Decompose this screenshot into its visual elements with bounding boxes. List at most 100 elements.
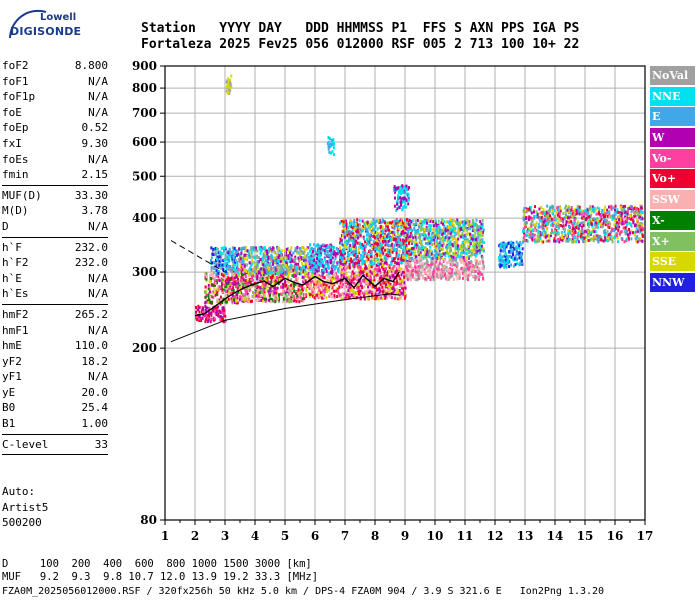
scatter-point [233, 280, 236, 284]
scatter-point [260, 260, 263, 264]
scatter-point [305, 274, 308, 278]
scatter-point [226, 258, 229, 261]
scatter-point [372, 239, 375, 243]
scatter-point [432, 231, 435, 235]
scatter-point [268, 262, 271, 265]
scatter-point [343, 296, 346, 300]
scatter-point [270, 270, 273, 274]
scatter-point [470, 234, 473, 238]
scatter-point [428, 236, 431, 240]
scatter-point [322, 286, 325, 290]
scatter-point [216, 279, 218, 282]
scatter-point [560, 231, 563, 234]
scatter-point [266, 279, 269, 283]
scatter-point [265, 268, 268, 272]
scatter-point [238, 269, 241, 273]
scatter-point [384, 296, 387, 300]
scatter-point [217, 251, 220, 255]
scatter-point [289, 292, 292, 296]
scatter-point [386, 277, 389, 281]
scatter-point [436, 274, 438, 278]
scatter-point [348, 275, 350, 279]
scatter-point [470, 267, 473, 271]
scatter-point [374, 289, 377, 293]
scatter-point [384, 229, 387, 233]
scatter-point [339, 270, 341, 273]
scatter-point [205, 314, 208, 317]
scatter-point [239, 291, 241, 295]
param-value: N/A [88, 105, 108, 119]
scatter-point [387, 284, 390, 288]
scatter-point [509, 251, 512, 255]
scatter-point [247, 271, 250, 275]
scatter-point [231, 257, 234, 261]
scatter-point [449, 262, 452, 266]
scatter-point [375, 274, 377, 278]
scatter-point [386, 296, 389, 300]
scatter-point [302, 280, 305, 284]
scatter-point [281, 266, 284, 270]
param-row-md: M(D) 3.78 [2, 203, 108, 219]
scatter-point [506, 243, 509, 247]
scatter-point [365, 279, 368, 283]
scatter-point [385, 274, 388, 278]
scatter-point [315, 293, 318, 297]
param-value: N/A [88, 370, 108, 384]
scatter-point [261, 268, 264, 272]
scatter-point [381, 226, 384, 230]
scatter-point [243, 264, 246, 268]
scatter-point [213, 271, 216, 275]
scatter-point [382, 267, 385, 271]
scatter-point [277, 256, 280, 259]
scatter-point [324, 260, 327, 264]
scatter-point [232, 282, 235, 286]
scatter-point [385, 253, 388, 257]
scatter-point [342, 247, 345, 251]
scatter-point [397, 240, 400, 244]
scatter-point [384, 248, 387, 252]
scatter-point [363, 250, 366, 254]
scatter-point [253, 293, 256, 297]
scatter-point [504, 261, 507, 265]
scatter-point [415, 230, 418, 234]
scatter-point [282, 285, 285, 289]
scatter-point [401, 243, 404, 247]
scatter-point [276, 249, 279, 253]
scatter-point [285, 271, 288, 275]
scatter-point [210, 300, 213, 304]
scatter-point [229, 264, 232, 268]
scatter-point [386, 286, 389, 290]
scatter-point [402, 278, 405, 282]
scatter-point [254, 275, 257, 279]
scatter-point [462, 220, 465, 223]
scatter-point [434, 229, 437, 233]
scatter-point [345, 224, 348, 228]
scatter-point [363, 267, 366, 271]
param-value: 33.30 [74, 188, 108, 202]
param-name: h`F [2, 240, 22, 254]
scatter-point [312, 287, 315, 291]
scatter-point [265, 286, 268, 290]
scatter-point [443, 224, 446, 228]
scatter-point [354, 291, 357, 295]
scatter-point [320, 264, 323, 268]
scatter-point [456, 267, 459, 271]
scatter-point [509, 243, 512, 247]
scatter-point [411, 234, 413, 238]
scatter-point [210, 246, 213, 250]
scatter-point [472, 237, 474, 241]
scatter-point [316, 243, 319, 247]
scatter-point [268, 289, 271, 293]
scatter-point [608, 205, 610, 209]
scatter-point [425, 261, 428, 265]
scatter-point [267, 257, 270, 261]
scatter-point [378, 233, 381, 237]
scatter-point [353, 227, 356, 231]
scatter-point [438, 259, 441, 263]
scatter-point [408, 238, 411, 241]
scatter-point [509, 246, 512, 250]
scatter-point [326, 265, 329, 269]
scatter-point [303, 248, 306, 252]
scatter-point [282, 297, 285, 301]
scatter-point [422, 248, 425, 252]
